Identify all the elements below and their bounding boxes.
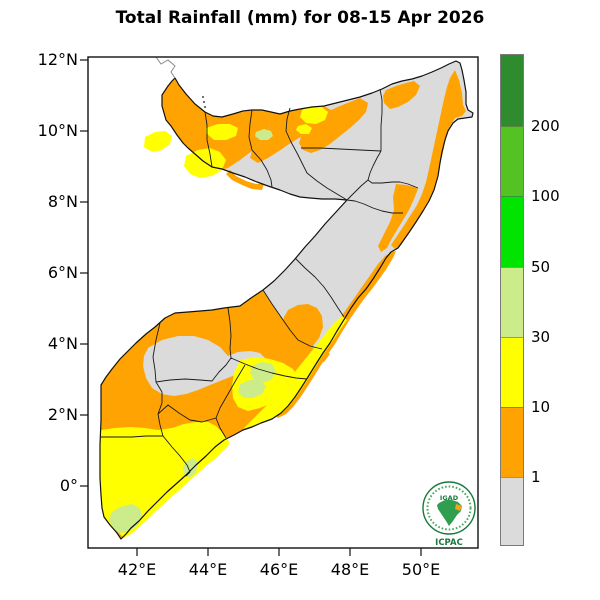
logo-icpac-text: ICPAC [435, 538, 463, 548]
x-axis-tick-label: 42°E [105, 561, 169, 579]
legend-threshold-label: 30 [531, 328, 581, 346]
x-axis-tick-label: 50°E [389, 561, 453, 579]
y-axis-tick-label: 6°N [28, 264, 78, 282]
legend-threshold-label: 10 [531, 398, 581, 416]
y-axis-tick-label: 12°N [28, 51, 78, 69]
djibouti-coast-line [156, 57, 175, 78]
legend-threshold-label: 100 [531, 187, 581, 205]
dotted-border [202, 96, 206, 108]
x-axis-tick-label: 44°E [176, 561, 240, 579]
legend-segment [501, 196, 523, 267]
legend-segment [501, 126, 523, 196]
rainfall-map-page: Total Rainfall (mm) for 08-15 Apr 2026 [0, 0, 600, 600]
y-axis-tick-label: 4°N [28, 335, 78, 353]
legend-segment [501, 477, 523, 545]
legend-segment [501, 267, 523, 337]
legend-segment [501, 55, 523, 126]
y-axis-tick-label: 2°N [28, 406, 78, 424]
legend-threshold-label: 200 [531, 117, 581, 135]
y-axis-tick-label: 8°N [28, 193, 78, 211]
x-axis-tick-label: 46°E [247, 561, 311, 579]
legend-segment [501, 407, 523, 477]
legend-colorbar [501, 55, 523, 545]
igad-icpac-logo: IGAD ICPAC [423, 482, 475, 548]
legend-segment [501, 337, 523, 407]
legend-threshold-label: 1 [531, 468, 581, 486]
legend-threshold-label: 50 [531, 258, 581, 276]
x-axis-tick-label: 48°E [318, 561, 382, 579]
y-axis-tick-label: 0° [28, 477, 78, 495]
y-axis-tick-label: 10°N [28, 122, 78, 140]
